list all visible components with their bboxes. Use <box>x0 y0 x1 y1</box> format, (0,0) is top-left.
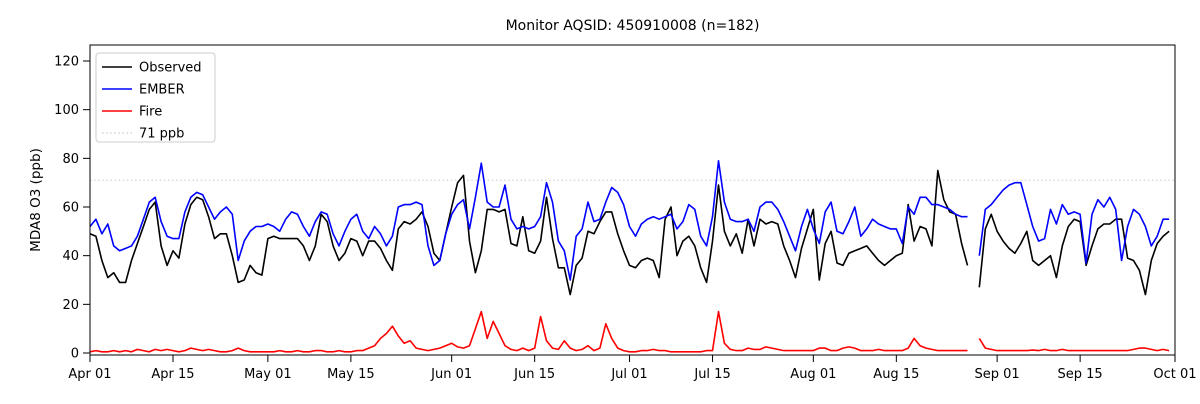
x-tick-label: Sep 15 <box>1058 367 1103 382</box>
x-tick-label: Jul 15 <box>693 367 730 382</box>
y-tick-label: 0 <box>71 347 79 362</box>
legend-label-observed: Observed <box>139 61 202 76</box>
legend-box <box>95 52 216 143</box>
y-tick-label: 40 <box>62 249 79 264</box>
x-tick-label: Jun 01 <box>430 367 472 382</box>
y-axis-label: MDA8 O3 (ppb) <box>28 148 44 252</box>
fire-line <box>89 310 1170 353</box>
x-tick-label: Jun 15 <box>513 367 555 382</box>
ember-line <box>89 160 1170 281</box>
legend-label-71-ppb: 71 ppb <box>139 127 184 142</box>
legend-label-ember: EMBER <box>139 83 185 98</box>
chart-title: Monitor AQSID: 450910008 (n=182) <box>506 18 760 34</box>
x-tick-label: Oct 01 <box>1153 367 1196 382</box>
y-tick-label: 120 <box>54 55 79 70</box>
x-tick-label: Jul 01 <box>610 367 647 382</box>
y-tick-label: 60 <box>62 201 79 216</box>
x-tick-label: Aug 01 <box>790 367 836 382</box>
observed-line <box>89 169 1170 296</box>
x-tick-label: May 15 <box>327 367 375 382</box>
plot-frame <box>89 44 1176 356</box>
y-tick-label: 20 <box>62 298 79 313</box>
y-tick-label: 80 <box>62 152 79 167</box>
x-tick-label: Apr 01 <box>68 367 111 382</box>
x-tick-label: Apr 15 <box>151 367 194 382</box>
x-tick-label: May 01 <box>244 367 292 382</box>
x-tick-label: Sep 01 <box>975 367 1020 382</box>
y-tick-label: 100 <box>54 103 79 118</box>
x-tick-label: Aug 15 <box>873 367 919 382</box>
legend-label-fire: Fire <box>139 105 162 120</box>
